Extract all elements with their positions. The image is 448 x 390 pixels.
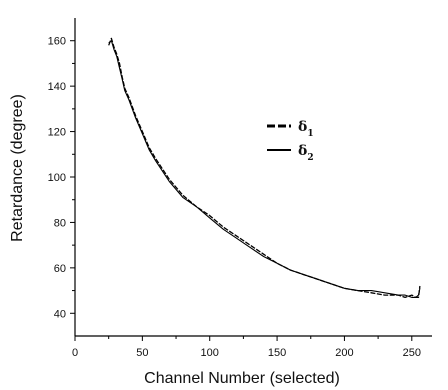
legend-label-delta2: δ2 [298, 143, 314, 163]
x-axis-label: Channel Number (selected) [144, 370, 340, 387]
y-tick-label: 100 [48, 172, 66, 184]
x-tick-label: 200 [335, 347, 353, 359]
y-tick-label: 160 [48, 36, 66, 48]
legend-subscript: 2 [307, 153, 313, 163]
y-tick-label: 140 [48, 81, 66, 93]
x-tick-label: 0 [72, 347, 78, 359]
axes-layer: 0 50 100 150 200 250 40 60 80 100 120 140 160 [48, 18, 432, 359]
y-tick-label: 60 [54, 263, 66, 275]
legend: δ1 δ2 [267, 119, 314, 163]
x-tick-label: 250 [403, 347, 421, 359]
legend-label-delta1: δ1 [298, 119, 314, 139]
x-tick-label: 50 [136, 347, 148, 359]
x-tick-label: 150 [268, 347, 286, 359]
y-axis-label: Retardance (degree) [9, 94, 26, 242]
x-tick-label: 100 [201, 347, 219, 359]
y-tick-label: 40 [54, 308, 66, 320]
legend-subscript: 1 [307, 129, 313, 139]
series-line-delta1 [108, 37, 421, 299]
series-line-delta2 [108, 40, 421, 298]
y-tick-label: 120 [48, 127, 66, 139]
series-layer [108, 37, 421, 299]
y-tick-label: 80 [54, 217, 66, 229]
